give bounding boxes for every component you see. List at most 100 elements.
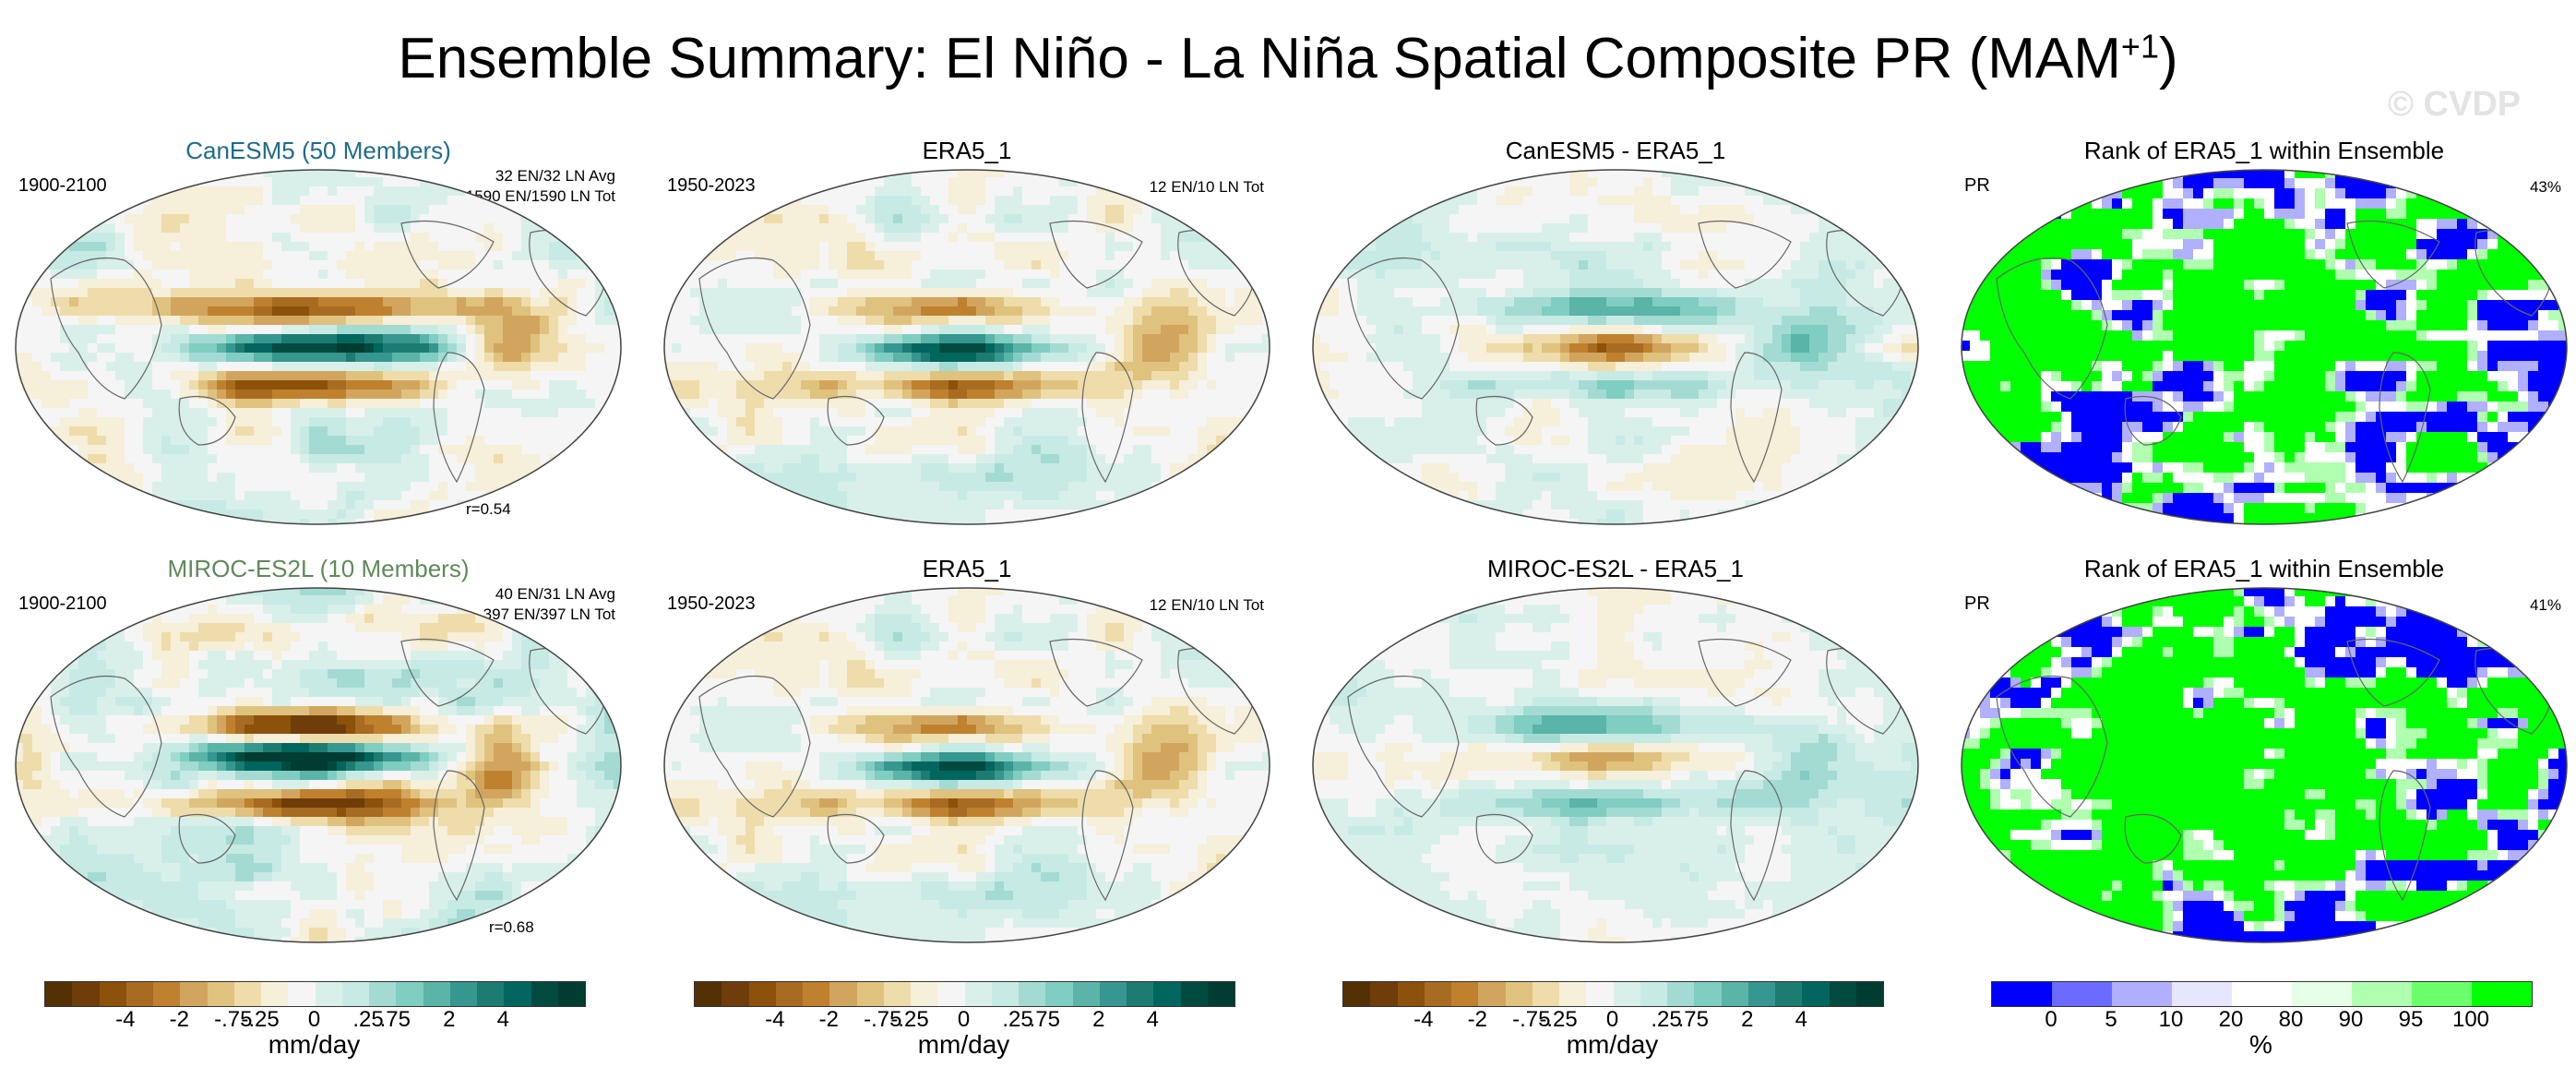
- variable-label: PR: [1964, 175, 1990, 196]
- map-border: [1312, 587, 1919, 943]
- counts-label: 12 EN/10 LN Tot: [1149, 596, 1264, 614]
- panel-title: CanESM5 - ERA5_1: [1505, 137, 1726, 164]
- colorbar-swatch: [911, 982, 938, 1006]
- map-field: [664, 588, 1270, 942]
- colorbar-swatch: [233, 982, 261, 1006]
- colorbar-tick-label: -.75: [214, 1007, 253, 1032]
- world-map: [1312, 169, 1919, 525]
- colorbar-swatch: [1667, 982, 1695, 1006]
- colorbar-swatch: [125, 982, 153, 1006]
- colorbar-tick-label: -2: [1467, 1007, 1487, 1032]
- colorbar-swatch: [1072, 982, 1100, 1006]
- colorbar-tick-label: 100: [2451, 1007, 2490, 1032]
- colorbar-swatch: [1397, 982, 1425, 1006]
- panel-era5-composite: ERA5_1 1950-2023 12 EN/10 LN Tot: [662, 547, 1271, 944]
- colorbar-tick-label: -4: [1413, 1007, 1434, 1032]
- colorbar-swatch: [1207, 982, 1234, 1006]
- colorbar-swatch: [180, 982, 208, 1006]
- colorbar-swatch: [72, 982, 100, 1006]
- rank-percent: 43%: [2529, 178, 2561, 196]
- colorbar-tick-label: 0: [307, 1007, 321, 1032]
- colorbar-swatch: [2412, 982, 2472, 1006]
- colorbar-swatch: [2112, 982, 2172, 1006]
- colorbar-swatch: [1802, 982, 1830, 1006]
- panel-title: Rank of ERA5_1 within Ensemble: [2083, 137, 2445, 164]
- colorbar-unit-label: mm/day: [268, 1030, 361, 1059]
- colorbar-swatch: [1694, 982, 1722, 1006]
- pattern-correlation: r=0.54: [466, 500, 511, 518]
- colorbar-swatch: [341, 982, 369, 1006]
- panel-title: ERA5_1: [922, 555, 1012, 582]
- world-map: [15, 587, 622, 943]
- colorbar-swatch: [1721, 982, 1748, 1006]
- colorbar-swatch: [803, 982, 830, 1006]
- colorbar-swatch: [2232, 982, 2292, 1006]
- colorbar-tick-label: -4: [115, 1007, 136, 1032]
- map-border: [1961, 169, 2568, 525]
- colorbar-swatch: [1343, 982, 1371, 1006]
- colorbar-swatch: [261, 982, 289, 1006]
- colorbar-swatch: [2352, 982, 2412, 1006]
- colorbar-swatch: [2472, 982, 2532, 1006]
- continent-outlines: [698, 220, 1257, 484]
- colorbar-swatch: [99, 982, 126, 1006]
- world-map: [1961, 587, 2568, 943]
- colorbar-mm-day-2: [694, 981, 1235, 1007]
- colorbar-tick-label: 10: [2158, 1007, 2184, 1032]
- colorbar-swatch: [315, 982, 342, 1006]
- map-field: [16, 588, 621, 942]
- colorbar-swatch: [1424, 982, 1451, 1006]
- colorbar-swatch: [2172, 982, 2232, 1006]
- colorbar-swatch: [829, 982, 857, 1006]
- colorbar-swatch: [1992, 982, 2052, 1006]
- period-label: 1950-2023: [667, 175, 756, 196]
- colorbar-tick-label: -.25: [241, 1007, 280, 1032]
- panel-rank-miroc: Rank of ERA5_1 within Ensemble PR 41%: [1960, 547, 2569, 944]
- colorbar-tick-label: 0: [2045, 1007, 2057, 1032]
- map-field: [1313, 588, 1918, 942]
- colorbar-swatch: [1640, 982, 1667, 1006]
- world-map: [15, 169, 622, 525]
- main-title: Ensemble Summary: El Niño - La Niña Spat…: [398, 27, 2178, 90]
- colorbar-swatch: [1613, 982, 1640, 1006]
- colorbar-tick-label: .75: [379, 1007, 411, 1032]
- colorbar-tick-label: -.75: [1512, 1007, 1551, 1032]
- world-map: [663, 169, 1270, 525]
- colorbar-tick-label: .25: [352, 1007, 384, 1032]
- colorbar-unit-label: %: [2249, 1030, 2272, 1059]
- colorbar-swatch: [991, 982, 1019, 1006]
- colorbar-swatch: [964, 982, 992, 1006]
- colorbar-swatch: [1478, 982, 1506, 1006]
- colorbar-swatch: [477, 982, 505, 1006]
- colorbar-tick-label: -2: [169, 1007, 189, 1032]
- world-map: [663, 587, 1270, 943]
- colorbar-swatch: [1775, 982, 1803, 1006]
- colorbar-swatch: [531, 982, 558, 1006]
- colorbar-swatch: [748, 982, 776, 1006]
- panel-title: CanESM5 (50 Members): [185, 137, 451, 164]
- continent-outlines: [698, 638, 1257, 902]
- colorbar-tick-label: .75: [1677, 1007, 1709, 1032]
- colorbar-swatch: [1559, 982, 1587, 1006]
- panel-era5-composite: ERA5_1 1950-2023 12 EN/10 LN Tot: [662, 129, 1271, 526]
- colorbar-swatch: [1532, 982, 1559, 1006]
- colorbar-mm-day-3: [1342, 981, 1884, 1007]
- colorbar-swatch: [2052, 982, 2112, 1006]
- counts-label: 12 EN/10 LN Tot: [1149, 178, 1264, 196]
- colorbar-swatch: [1829, 982, 1856, 1006]
- panel-rank-canesm5: Rank of ERA5_1 within Ensemble PR 43%: [1960, 129, 2569, 526]
- colorbar-tick-label: 4: [1146, 1007, 1159, 1032]
- period-label: 1900-2100: [18, 593, 107, 614]
- colorbar-swatch: [937, 982, 965, 1006]
- colorbar-swatch: [45, 982, 73, 1006]
- map-border: [15, 169, 622, 525]
- colorbar-swatch: [1099, 982, 1127, 1006]
- colorbar-tick-label: 90: [2338, 1007, 2364, 1032]
- colorbar-tick-label: -.25: [1539, 1007, 1578, 1032]
- continent-outlines: [50, 638, 608, 902]
- colorbar-swatch: [1153, 982, 1181, 1006]
- pattern-correlation: r=0.68: [489, 918, 534, 936]
- colorbar-tick-label: .25: [1002, 1007, 1033, 1032]
- rank-percent: 41%: [2529, 596, 2561, 614]
- map-border: [663, 587, 1270, 943]
